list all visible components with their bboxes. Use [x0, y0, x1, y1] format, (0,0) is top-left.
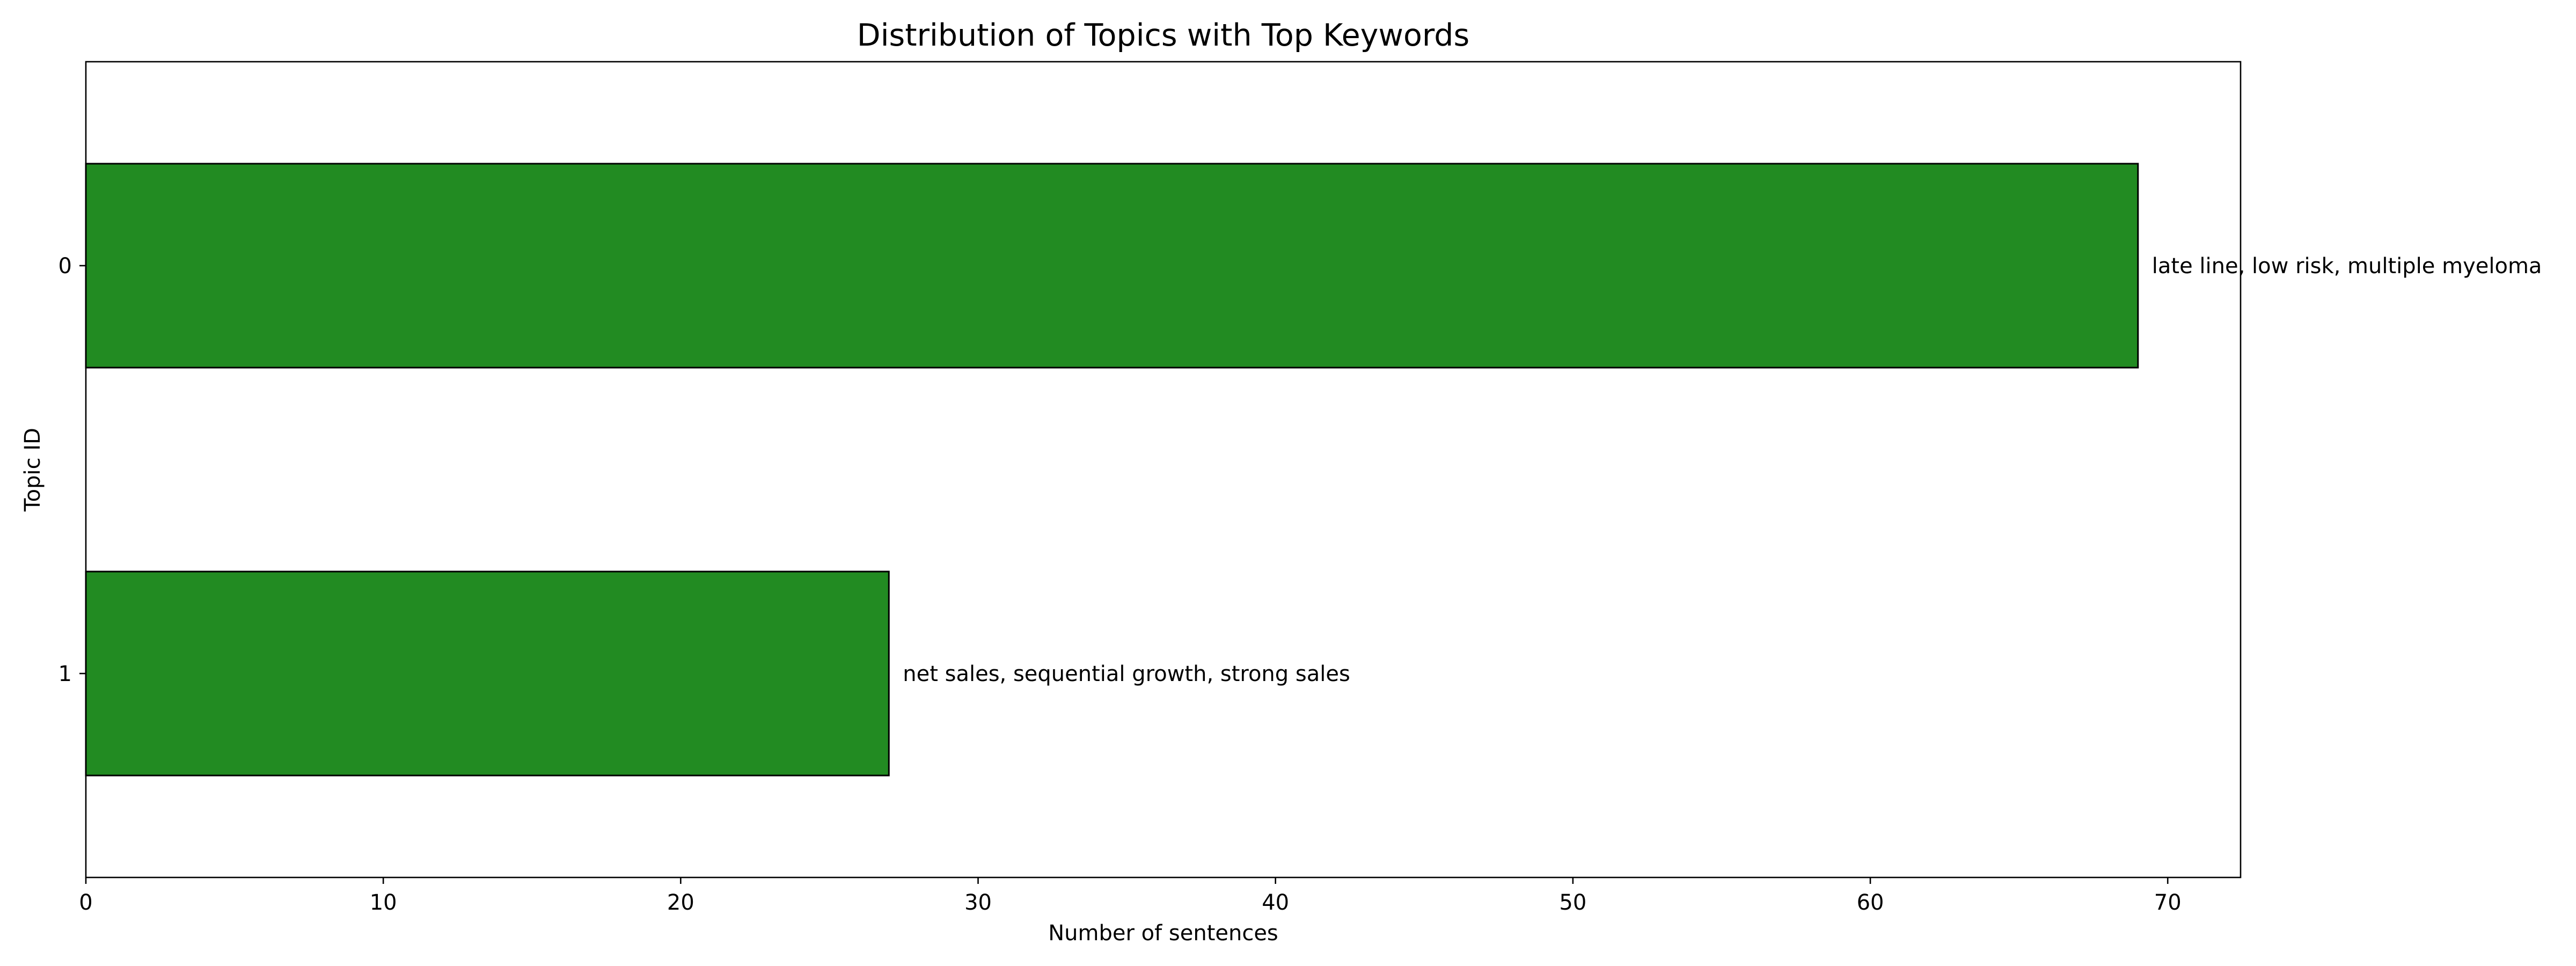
y-tick-label-1: 1 [58, 662, 72, 686]
bar-label-topic-0: late line, low risk, multiple myeloma [2152, 254, 2542, 279]
x-tick-label-30: 30 [964, 890, 992, 915]
x-tick-label-60: 60 [1857, 890, 1884, 915]
y-axis-label: Topic ID [20, 428, 45, 512]
x-tick-label-40: 40 [1262, 890, 1289, 915]
bar-topic-1 [85, 570, 890, 777]
x-tick-label-0: 0 [79, 890, 92, 915]
chart-title: Distribution of Topics with Top Keywords [857, 18, 1469, 53]
x-axis-label: Number of sentences [1048, 921, 1278, 946]
bar-label-topic-1: net sales, sequential growth, strong sal… [903, 662, 1350, 686]
y-axis: 01 [58, 254, 86, 686]
y-tick-label-0: 0 [58, 254, 72, 279]
bars-layer: late line, low risk, multiple myeloma net… [85, 163, 2542, 777]
x-tick-label-70: 70 [2154, 890, 2182, 915]
bar-topic-0 [85, 163, 2139, 369]
x-tick-label-20: 20 [667, 890, 694, 915]
x-tick-label-10: 10 [370, 890, 397, 915]
x-axis: 0 10 20 30 40 50 60 70 [79, 877, 2182, 915]
x-tick-label-50: 50 [1559, 890, 1586, 915]
plot-frame [85, 61, 2242, 879]
